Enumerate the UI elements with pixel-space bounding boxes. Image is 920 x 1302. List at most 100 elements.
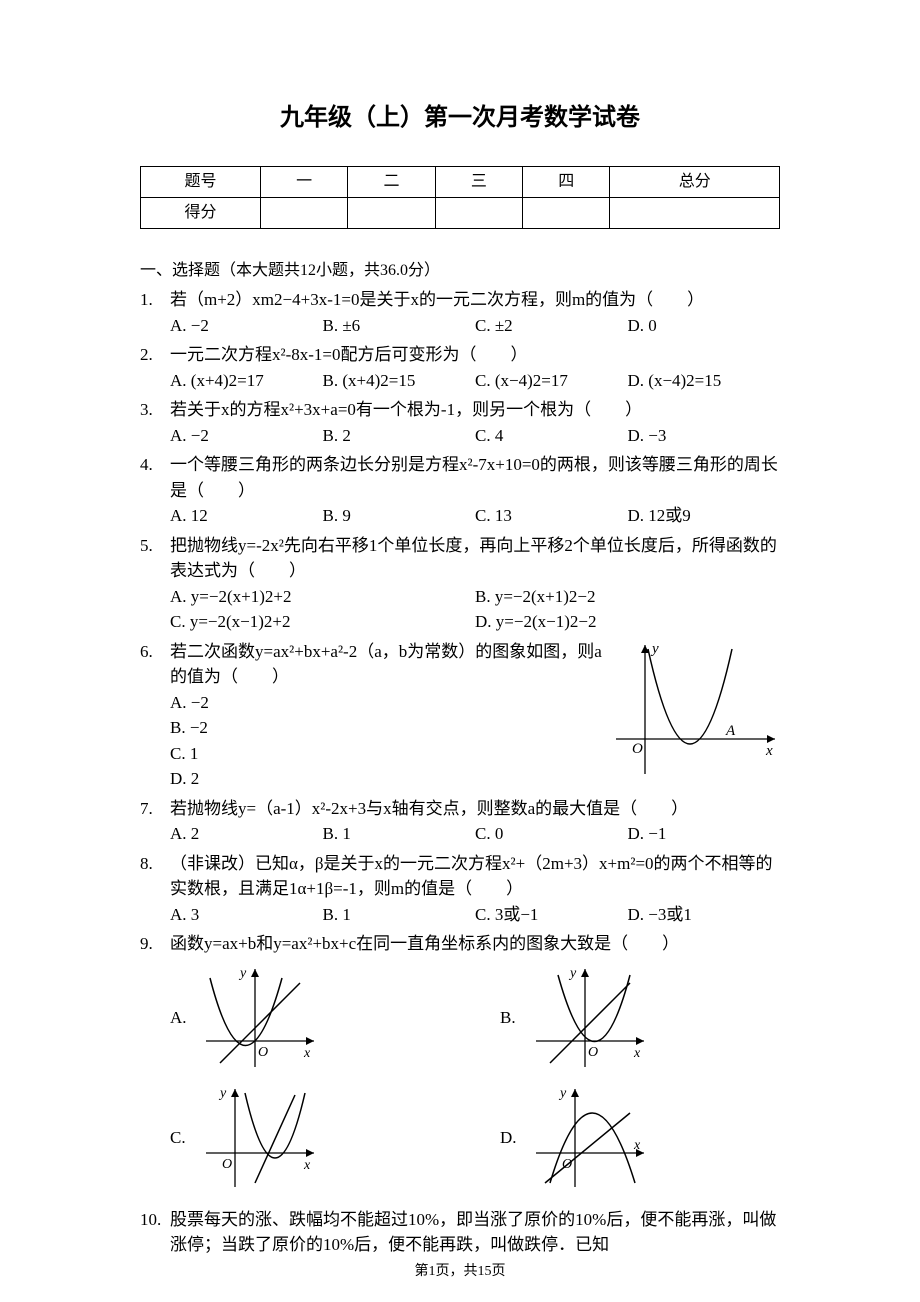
svg-text:x: x bbox=[633, 1046, 641, 1061]
option-b-label: B. bbox=[500, 1005, 530, 1031]
question-1: 1. 若（m+2）xm2−4+3x-1=0是关于x的一元二次方程，则m的值为（ … bbox=[140, 287, 780, 338]
option-b: B. ±6 bbox=[323, 313, 476, 339]
section-header: 一、选择题（本大题共12小题，共36.0分） bbox=[140, 259, 780, 283]
option-d: D. 2 bbox=[170, 766, 610, 792]
option-a: A. (x+4)2=17 bbox=[170, 368, 323, 394]
question-4: 4. 一个等腰三角形的两条边长分别是方程x²-7x+10=0的两根，则该等腰三角… bbox=[140, 452, 780, 529]
question-3: 3. 若关于x的方程x²+3x+a=0有一个根为-1，则另一个根为（ ） A. … bbox=[140, 397, 780, 448]
question-text: 若（m+2）xm2−4+3x-1=0是关于x的一元二次方程，则m的值为（ ） bbox=[170, 287, 780, 313]
option-a: A. 3 bbox=[170, 902, 323, 928]
question-text: 函数y=ax+b和y=ax²+bx+c在同一直角坐标系内的图象大致是（ ） bbox=[170, 931, 780, 957]
question-number: 7. bbox=[140, 796, 170, 847]
table-cell bbox=[523, 198, 610, 229]
table-cell: 题号 bbox=[141, 167, 261, 198]
svg-text:O: O bbox=[562, 1157, 572, 1172]
question-number: 8. bbox=[140, 851, 170, 928]
svg-text:x: x bbox=[633, 1138, 641, 1153]
option-b: B. 9 bbox=[323, 503, 476, 529]
option-a: A. −2 bbox=[170, 313, 323, 339]
option-b: B. 1 bbox=[323, 821, 476, 847]
page-title: 九年级（上）第一次月考数学试卷 bbox=[140, 100, 780, 136]
option-a: A. −2 bbox=[170, 690, 610, 716]
option-c: C. 13 bbox=[475, 503, 628, 529]
option-a: A. −2 bbox=[170, 423, 323, 449]
question-text: （非课改）已知α，β是关于x的一元二次方程x²+（2m+3）x+m²=0的两个不… bbox=[170, 851, 780, 902]
question-number: 6. bbox=[140, 639, 170, 792]
table-cell bbox=[348, 198, 435, 229]
svg-text:y: y bbox=[238, 966, 247, 981]
svg-text:y: y bbox=[568, 966, 577, 981]
question-10: 10. 股票每天的涨、跌幅均不能超过10%，即当涨了原价的10%后，便不能再涨，… bbox=[140, 1207, 780, 1258]
x-axis-label: x bbox=[765, 743, 773, 759]
table-cell: 三 bbox=[435, 167, 522, 198]
table-cell bbox=[610, 198, 780, 229]
question-number: 10. bbox=[140, 1207, 170, 1258]
option-b: B. 1 bbox=[323, 902, 476, 928]
q9-graph-c: O x y bbox=[200, 1083, 320, 1193]
option-c-label: C. bbox=[170, 1125, 200, 1151]
option-d: D. 12或9 bbox=[628, 503, 781, 529]
score-table: 题号 一 二 三 四 总分 得分 bbox=[140, 166, 780, 229]
table-cell: 一 bbox=[261, 167, 348, 198]
question-8: 8. （非课改）已知α，β是关于x的一元二次方程x²+（2m+3）x+m²=0的… bbox=[140, 851, 780, 928]
option-b: B. y=−2(x+1)2−2 bbox=[475, 584, 780, 610]
question-7: 7. 若抛物线y=（a-1）x²-2x+3与x轴有交点，则整数a的最大值是（ ）… bbox=[140, 796, 780, 847]
svg-text:x: x bbox=[303, 1046, 311, 1061]
y-axis-label: y bbox=[650, 641, 659, 657]
svg-text:O: O bbox=[588, 1045, 598, 1060]
option-c: C. 1 bbox=[170, 741, 610, 767]
svg-text:O: O bbox=[258, 1045, 268, 1060]
option-d: D. (x−4)2=15 bbox=[628, 368, 781, 394]
question-number: 3. bbox=[140, 397, 170, 448]
question-9: 9. 函数y=ax+b和y=ax²+bx+c在同一直角坐标系内的图象大致是（ ）… bbox=[140, 931, 780, 1203]
option-c: C. (x−4)2=17 bbox=[475, 368, 628, 394]
table-cell: 四 bbox=[523, 167, 610, 198]
question-text: 若关于x的方程x²+3x+a=0有一个根为-1，则另一个根为（ ） bbox=[170, 397, 780, 423]
question-6: 6. 若二次函数y=ax²+bx+a²-2（a，b为常数）的图象如图，则a的值为… bbox=[140, 639, 780, 792]
option-c: C. 4 bbox=[475, 423, 628, 449]
option-d: D. −1 bbox=[628, 821, 781, 847]
question-text: 一元二次方程x²-8x-1=0配方后可变形为（ ） bbox=[170, 342, 780, 368]
table-row: 题号 一 二 三 四 总分 bbox=[141, 167, 780, 198]
svg-text:y: y bbox=[558, 1086, 567, 1101]
page-footer: 第1页，共15页 bbox=[0, 1261, 920, 1282]
option-a: A. 2 bbox=[170, 821, 323, 847]
svg-text:x: x bbox=[303, 1158, 311, 1173]
table-cell: 得分 bbox=[141, 198, 261, 229]
option-d: D. −3 bbox=[628, 423, 781, 449]
option-a: A. y=−2(x+1)2+2 bbox=[170, 584, 475, 610]
option-b: B. (x+4)2=15 bbox=[323, 368, 476, 394]
q9-graph-b: O x y bbox=[530, 963, 650, 1073]
question-number: 2. bbox=[140, 342, 170, 393]
svg-text:y: y bbox=[218, 1086, 227, 1101]
q9-graph-a: O x y bbox=[200, 963, 320, 1073]
question-number: 4. bbox=[140, 452, 170, 529]
option-d-label: D. bbox=[500, 1125, 530, 1151]
question-5: 5. 把抛物线y=-2x²先向右平移1个单位长度，再向上平移2个单位长度后，所得… bbox=[140, 533, 780, 635]
table-cell bbox=[261, 198, 348, 229]
option-c: C. ±2 bbox=[475, 313, 628, 339]
option-b: B. 2 bbox=[323, 423, 476, 449]
question-number: 9. bbox=[140, 931, 170, 1203]
option-d: D. 0 bbox=[628, 313, 781, 339]
question-text: 把抛物线y=-2x²先向右平移1个单位长度，再向上平移2个单位长度后，所得函数的… bbox=[170, 533, 780, 584]
table-cell bbox=[435, 198, 522, 229]
question-text: 若二次函数y=ax²+bx+a²-2（a，b为常数）的图象如图，则a的值为（ ） bbox=[170, 639, 610, 690]
table-row: 得分 bbox=[141, 198, 780, 229]
question-number: 5. bbox=[140, 533, 170, 635]
option-c: C. y=−2(x−1)2+2 bbox=[170, 609, 475, 635]
option-d: D. y=−2(x−1)2−2 bbox=[475, 609, 780, 635]
option-c: C. 3或−1 bbox=[475, 902, 628, 928]
option-a: A. 12 bbox=[170, 503, 323, 529]
q9-graph-d: O x y bbox=[530, 1083, 650, 1193]
point-a-label: A bbox=[725, 723, 736, 739]
question-text: 一个等腰三角形的两条边长分别是方程x²-7x+10=0的两根，则该等腰三角形的周… bbox=[170, 452, 780, 503]
question-2: 2. 一元二次方程x²-8x-1=0配方后可变形为（ ） A. (x+4)2=1… bbox=[140, 342, 780, 393]
table-cell: 二 bbox=[348, 167, 435, 198]
origin-label: O bbox=[632, 741, 643, 757]
option-b: B. −2 bbox=[170, 715, 610, 741]
svg-text:O: O bbox=[222, 1157, 232, 1172]
question-text: 若抛物线y=（a-1）x²-2x+3与x轴有交点，则整数a的最大值是（ ） bbox=[170, 796, 780, 822]
table-cell: 总分 bbox=[610, 167, 780, 198]
q6-graph: O A x y bbox=[610, 639, 780, 792]
